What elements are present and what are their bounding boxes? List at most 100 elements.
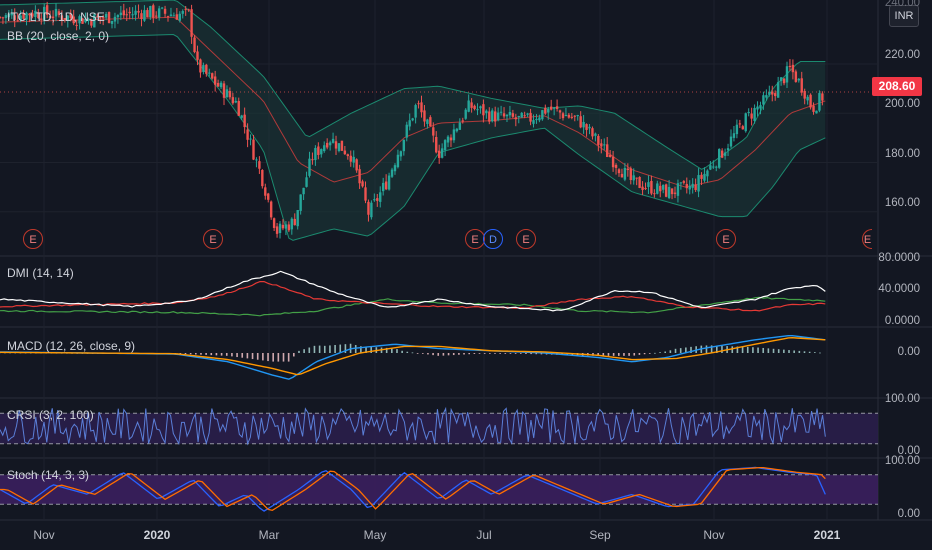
macd-histogram-bar	[736, 346, 739, 353]
candle	[43, 6, 46, 21]
macd-histogram-bar	[262, 353, 264, 361]
earnings-marker[interactable]: E	[516, 229, 536, 249]
candle	[87, 19, 90, 22]
candle	[116, 15, 120, 18]
macd-histogram-bar	[432, 353, 434, 356]
candle	[815, 110, 818, 114]
earnings-marker[interactable]: E	[23, 229, 43, 249]
candle	[10, 13, 13, 16]
candle	[558, 110, 562, 113]
macd-histogram-bar	[411, 352, 414, 354]
candle	[234, 100, 238, 103]
dividend-marker[interactable]: D	[483, 229, 503, 249]
macd-histogram-bar	[715, 345, 718, 353]
macd-histogram-bar	[323, 345, 326, 353]
macd-histogram-bar	[731, 346, 734, 353]
candle	[508, 111, 512, 116]
candle	[723, 152, 727, 156]
candle	[523, 115, 526, 117]
macd-histogram-bar	[303, 349, 305, 353]
time-tick: May	[363, 528, 387, 542]
currency-button[interactable]: INR	[889, 5, 919, 27]
time-tick: Jul	[476, 528, 492, 542]
candle	[809, 94, 812, 108]
macd-histogram-bar	[489, 353, 491, 354]
candle	[31, 13, 34, 17]
candle	[13, 15, 16, 20]
macd-histogram-bar	[602, 353, 605, 356]
candle	[343, 150, 347, 155]
candle	[84, 18, 87, 23]
candle	[611, 156, 615, 168]
candle	[750, 113, 753, 119]
macd-histogram-bar	[277, 353, 280, 362]
earnings-marker[interactable]: E	[203, 229, 223, 249]
macd-histogram-bar	[220, 353, 223, 356]
macd-histogram-bar	[483, 353, 486, 354]
candle	[113, 16, 117, 22]
macd-tick: 0.00	[897, 346, 920, 358]
bollinger-label: BB (20, close, 2, 0)	[7, 29, 110, 43]
candle	[184, 8, 187, 10]
macd-histogram-bar	[504, 353, 507, 354]
macd-histogram-bar	[452, 353, 455, 356]
candle	[269, 201, 273, 218]
candle	[358, 169, 361, 184]
macd-histogram-bar	[494, 353, 496, 354]
candle	[190, 9, 193, 37]
candle	[137, 11, 140, 13]
candle	[60, 15, 64, 21]
candle	[376, 198, 379, 201]
candle	[349, 155, 352, 162]
dmi-tick: 0.0000	[884, 315, 920, 327]
macd-histogram-bar	[597, 353, 599, 356]
macd-histogram-bar	[525, 353, 527, 354]
crsi-tick: 0.00	[897, 445, 920, 457]
candle	[529, 112, 532, 122]
candle	[700, 174, 703, 179]
candle	[25, 12, 28, 20]
candle	[650, 180, 653, 194]
candle	[249, 138, 252, 140]
candle	[694, 184, 697, 191]
candle	[311, 159, 314, 161]
candle	[423, 110, 426, 122]
macd-label: MACD (12, 26, close, 9)	[7, 339, 136, 353]
candle	[771, 91, 774, 95]
candle	[325, 142, 329, 148]
candle	[7, 13, 11, 18]
macd-histogram-bar	[334, 345, 336, 353]
candle	[296, 210, 299, 227]
earnings-marker[interactable]: E	[465, 229, 485, 249]
candle	[243, 114, 246, 128]
macd-histogram-bar	[664, 351, 667, 353]
candle	[178, 13, 182, 21]
candle	[299, 194, 302, 211]
macd-histogram-bar	[473, 353, 476, 354]
macd-histogram-bar	[308, 347, 311, 353]
earnings-marker[interactable]: E	[716, 229, 736, 249]
macd-histogram-bar	[814, 352, 816, 353]
candle	[346, 154, 350, 157]
price-tick: 220.00	[884, 49, 920, 61]
candle	[747, 111, 750, 113]
candle	[193, 37, 196, 53]
candle	[166, 16, 170, 18]
candle	[741, 126, 744, 130]
candle	[205, 64, 208, 74]
macd-histogram-bar	[298, 350, 300, 353]
dmi-label: DMI (14, 14)	[7, 266, 74, 280]
macd-histogram-bar	[643, 353, 646, 355]
candle	[715, 166, 718, 168]
macd-histogram-bar	[236, 353, 238, 358]
candle	[659, 185, 662, 192]
crsi-line	[0, 406, 826, 446]
macd-histogram-bar	[530, 353, 532, 355]
candle	[443, 140, 447, 151]
candle	[125, 14, 128, 16]
macd-histogram-bar	[679, 348, 682, 353]
macd-histogram-bar	[803, 351, 806, 353]
candle	[620, 173, 624, 178]
candle	[331, 138, 335, 143]
